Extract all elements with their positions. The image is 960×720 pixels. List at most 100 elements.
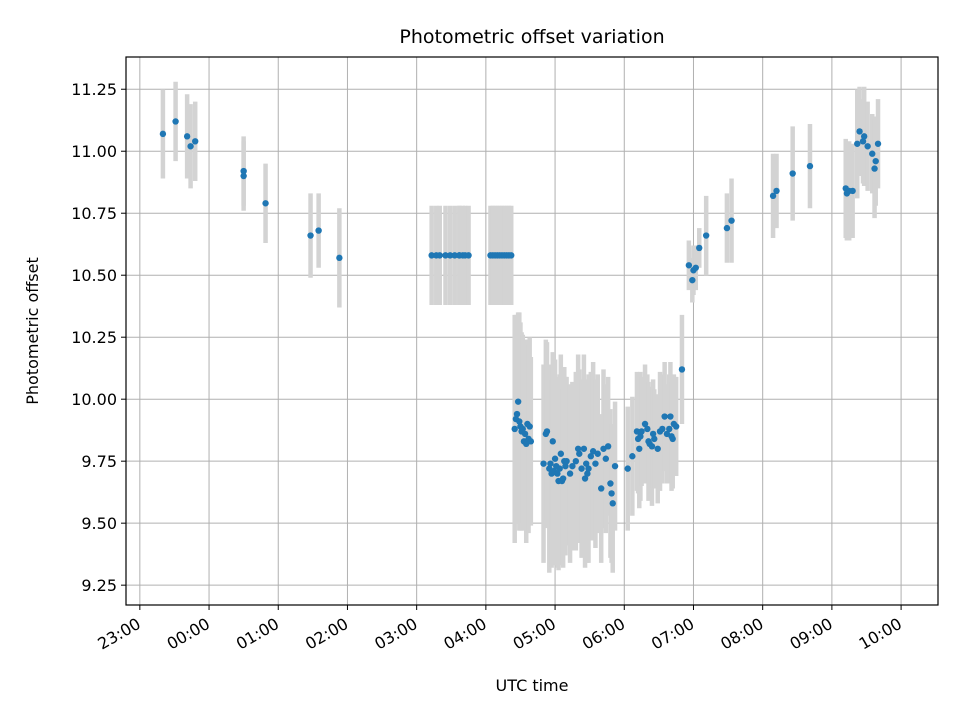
data-point: [576, 450, 583, 457]
y-tick-label: 11.25: [71, 80, 117, 99]
data-point: [864, 143, 871, 150]
y-tick-label: 10.00: [71, 390, 117, 409]
data-point: [549, 438, 556, 445]
data-point: [659, 425, 666, 433]
data-point: [547, 460, 554, 467]
data-point: [580, 445, 588, 452]
data-point: [336, 254, 343, 262]
y-tick-label: 9.25: [81, 576, 117, 595]
data-point: [769, 192, 777, 200]
data-point: [587, 453, 595, 460]
data-point: [521, 430, 529, 438]
data-point: [240, 172, 247, 180]
data-point: [654, 445, 661, 452]
data-point: [451, 252, 458, 259]
data-point: [513, 410, 521, 418]
data-point: [678, 366, 686, 373]
data-point: [692, 264, 699, 271]
data-points: [159, 118, 882, 507]
data-point: [871, 165, 878, 172]
data-point: [526, 423, 533, 430]
data-point: [569, 462, 576, 470]
data-point: [666, 425, 673, 433]
data-point: [661, 413, 668, 420]
chart-title: Photometric offset variation: [399, 26, 664, 48]
data-point: [859, 138, 867, 145]
data-point: [159, 130, 167, 138]
data-point: [240, 167, 247, 175]
data-point: [183, 133, 191, 140]
data-point: [611, 462, 619, 470]
data-point: [559, 475, 567, 482]
data-point: [187, 143, 194, 150]
data-point: [723, 224, 731, 232]
y-tick-label: 10.50: [71, 266, 117, 285]
data-point: [508, 252, 515, 259]
data-point: [789, 170, 796, 177]
data-point: [543, 428, 551, 435]
data-point: [574, 445, 582, 452]
data-point: [562, 462, 569, 470]
data-point: [572, 457, 580, 465]
data-point: [608, 490, 615, 497]
data-point: [557, 450, 565, 457]
data-point: [446, 252, 454, 259]
data-point: [641, 420, 649, 428]
data-point: [649, 430, 657, 438]
data-point: [638, 428, 645, 435]
data-point: [598, 485, 605, 492]
data-point: [527, 438, 535, 445]
data-point: [728, 217, 735, 224]
data-point: [849, 187, 856, 195]
data-point: [315, 227, 322, 234]
data-point: [672, 423, 680, 430]
data-point: [607, 480, 614, 487]
data-point: [633, 428, 641, 435]
data-point: [636, 445, 643, 452]
x-axis-title: UTC time: [496, 676, 569, 695]
data-point: [551, 455, 559, 462]
data-point: [511, 425, 518, 433]
data-point: [685, 262, 693, 269]
data-point: [669, 435, 676, 443]
data-point: [872, 157, 879, 165]
data-point: [585, 465, 592, 472]
y-tick-label: 9.75: [81, 452, 117, 471]
data-point: [648, 443, 656, 450]
data-point: [519, 425, 526, 433]
data-point: [514, 398, 522, 405]
data-point: [442, 252, 449, 259]
data-point: [581, 475, 589, 482]
data-point: [556, 465, 563, 472]
data-point: [584, 470, 591, 477]
data-point: [874, 140, 882, 147]
data-point: [578, 465, 585, 472]
y-tick-label: 10.75: [71, 204, 117, 223]
data-point: [563, 457, 570, 465]
data-point: [609, 500, 616, 507]
data-point: [667, 413, 674, 420]
data-point: [702, 232, 710, 239]
data-point: [172, 118, 179, 125]
data-point: [696, 244, 703, 252]
data-point: [637, 433, 644, 440]
data-point: [856, 128, 863, 135]
data-point: [602, 455, 610, 462]
y-tick-label: 11.00: [71, 142, 117, 161]
data-point: [307, 232, 314, 239]
data-point: [554, 470, 561, 477]
data-point: [592, 460, 599, 467]
data-point: [651, 435, 658, 443]
data-point: [465, 252, 472, 259]
plot-frame: [125, 56, 939, 606]
y-axis-ticks: 9.25 9.50 9.75 10.00 10.25 10.50 10.75 11.00 11.…: [71, 80, 126, 595]
data-point: [428, 252, 435, 259]
data-point: [583, 460, 590, 467]
data-point: [806, 162, 814, 170]
data-point: [262, 200, 269, 207]
data-point: [644, 425, 651, 433]
data-point: [624, 465, 631, 472]
data-point: [854, 140, 861, 147]
